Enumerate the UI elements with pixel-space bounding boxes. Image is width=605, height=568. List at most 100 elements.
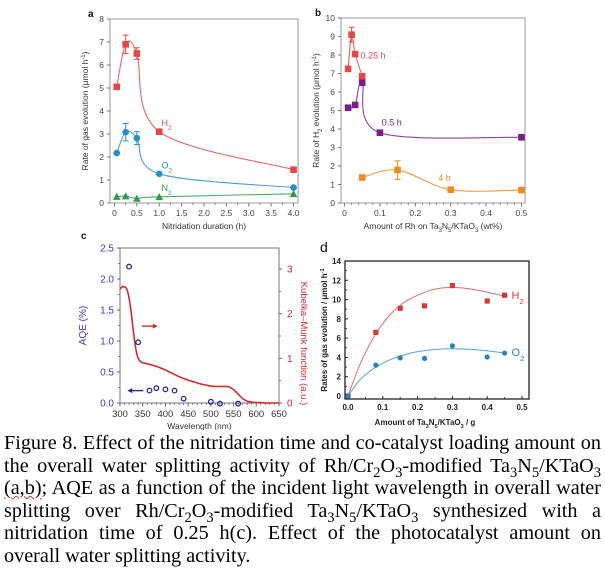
panel-label: a: [88, 9, 94, 20]
aqe-point: [135, 339, 142, 346]
y-tick-label: 0.0: [100, 399, 114, 410]
series-o2: O2: [113, 122, 297, 191]
y-right-tick-label: 2: [287, 309, 293, 320]
data-point: [358, 79, 366, 87]
fit-curve: [347, 287, 505, 397]
x-tick-label: 0.5: [516, 403, 528, 412]
x-tick-label: 400: [157, 409, 173, 420]
plot-frame: [109, 18, 299, 204]
panel-c: c 0.0 0.5 1.0 1.5 2.0 2.5 0 1 2 3 300 350 400 450 500 55…: [78, 231, 309, 430]
y-tick-label: 6: [337, 334, 342, 343]
x-tick-label: 0.3: [445, 208, 457, 218]
caption-fragment: ; AQE as a function of the incident ligh…: [4, 477, 601, 522]
caption-fragment: N: [334, 499, 350, 522]
data-point: [421, 355, 428, 361]
data-point: [518, 134, 525, 141]
data-point: [133, 194, 141, 202]
panel-label: b: [315, 8, 321, 19]
caption-fragment: 5: [531, 464, 540, 481]
series-label: O2: [161, 161, 172, 175]
caption-fragment: -modified Ta: [402, 454, 510, 477]
series-label: 0.5 h: [382, 117, 402, 127]
caption-fragment: O: [191, 499, 207, 522]
caption-fragment: Figure 8. Effect of the nitridation time…: [4, 432, 601, 477]
data-point: [155, 192, 164, 201]
series-label: H2: [161, 118, 172, 132]
y-right-tick-label: 1: [287, 354, 293, 365]
y-tick-label: 4: [330, 124, 335, 134]
series-line: [347, 33, 363, 77]
x-axis-label: Wavelength (nm): [167, 421, 232, 430]
x-axis-label: Amount of Rh on Ta3N5/KTaO3 (wt%): [364, 221, 503, 234]
series-o2: O2: [345, 343, 524, 399]
y-tick-label: 14: [332, 257, 341, 266]
aqe-point: [180, 395, 187, 402]
caption-fragment: 5: [349, 509, 357, 526]
x-axis-label: Amount of Ta3N5/KTaO3 / g: [375, 418, 476, 430]
y-axis-label: AQE (%): [78, 306, 89, 345]
x-tick-label: 1.0: [153, 208, 165, 218]
y-tick-label: 3: [99, 129, 104, 139]
x-tick-label: 3.0: [243, 208, 255, 218]
y-tick-label: 1.0: [100, 337, 114, 348]
aqe-point: [153, 385, 160, 392]
x-tick-label: 500: [203, 409, 219, 420]
data-point: [290, 184, 297, 191]
data-point: [449, 343, 455, 349]
x-tick-label: 1.5: [176, 208, 188, 218]
x-tick-label: 0: [342, 208, 347, 218]
x-tick-label: 4.0: [288, 208, 300, 218]
data-point: [113, 149, 121, 157]
caption-fragment: 3: [411, 509, 419, 526]
x-tick-label: 0.5: [516, 208, 528, 218]
caption-fragment: (a,b): [4, 477, 42, 500]
data-point: [113, 83, 121, 91]
aqe-point: [207, 398, 214, 405]
data-point: [484, 354, 490, 360]
y-tick-label: 8: [330, 50, 335, 60]
data-point: [348, 31, 355, 38]
series-h2: H2: [345, 282, 524, 399]
caption-fragment: 2: [184, 509, 192, 526]
series-n2: N2: [112, 183, 298, 202]
y-tick-label: 9: [330, 32, 335, 42]
y-tick-label: 12: [332, 276, 341, 285]
series-h2: H2: [113, 34, 297, 173]
x-tick-label: 0.1: [377, 403, 389, 412]
data-point: [133, 50, 141, 57]
caption-fragment: /KTaO: [356, 499, 412, 522]
caption-fragment: N: [517, 454, 532, 477]
x-tick-label: 550: [226, 409, 242, 420]
aqe-point: [171, 387, 178, 394]
y-tick-label: 4: [337, 353, 342, 362]
arrow-left-head: [127, 388, 133, 394]
data-point: [502, 350, 508, 356]
series-line: [347, 81, 522, 139]
y-tick-label: 2: [330, 161, 335, 171]
y-tick-label: 8: [99, 14, 104, 24]
data-point: [397, 355, 403, 361]
data-point: [358, 72, 366, 80]
y-tick-label: 0: [337, 392, 342, 401]
data-point: [289, 190, 298, 198]
y-tick-label: 5: [99, 83, 104, 93]
caption-fragment: 3: [593, 464, 602, 481]
aqe-point: [162, 386, 169, 393]
data-point: [344, 104, 352, 112]
y-right-tick-label: 3: [287, 265, 293, 276]
x-tick-label: 2.5: [220, 208, 232, 218]
y-tick-label: 7: [330, 69, 335, 79]
x-tick-label: 2.0: [198, 208, 210, 218]
y-tick-label: 0: [99, 198, 104, 208]
aqe-point: [126, 263, 133, 270]
y-right-axis-label: Kubelka–Munk function (a.u.): [298, 282, 309, 406]
x-tick-label: 0.3: [447, 403, 459, 412]
caption-fragment: 3: [206, 509, 214, 526]
data-point: [133, 134, 141, 142]
x-tick-label: 600: [248, 409, 264, 420]
x-tick-label: 0.0: [342, 403, 354, 412]
panel-b: b 0 1 2 3 4 5 6 7 8 9 10 0 0.1 0.2 0.3 0.4 0.5 Amount of R…: [311, 8, 528, 234]
y-right-tick-label: 0: [287, 399, 293, 410]
series-4-h: 4 h: [358, 160, 525, 194]
